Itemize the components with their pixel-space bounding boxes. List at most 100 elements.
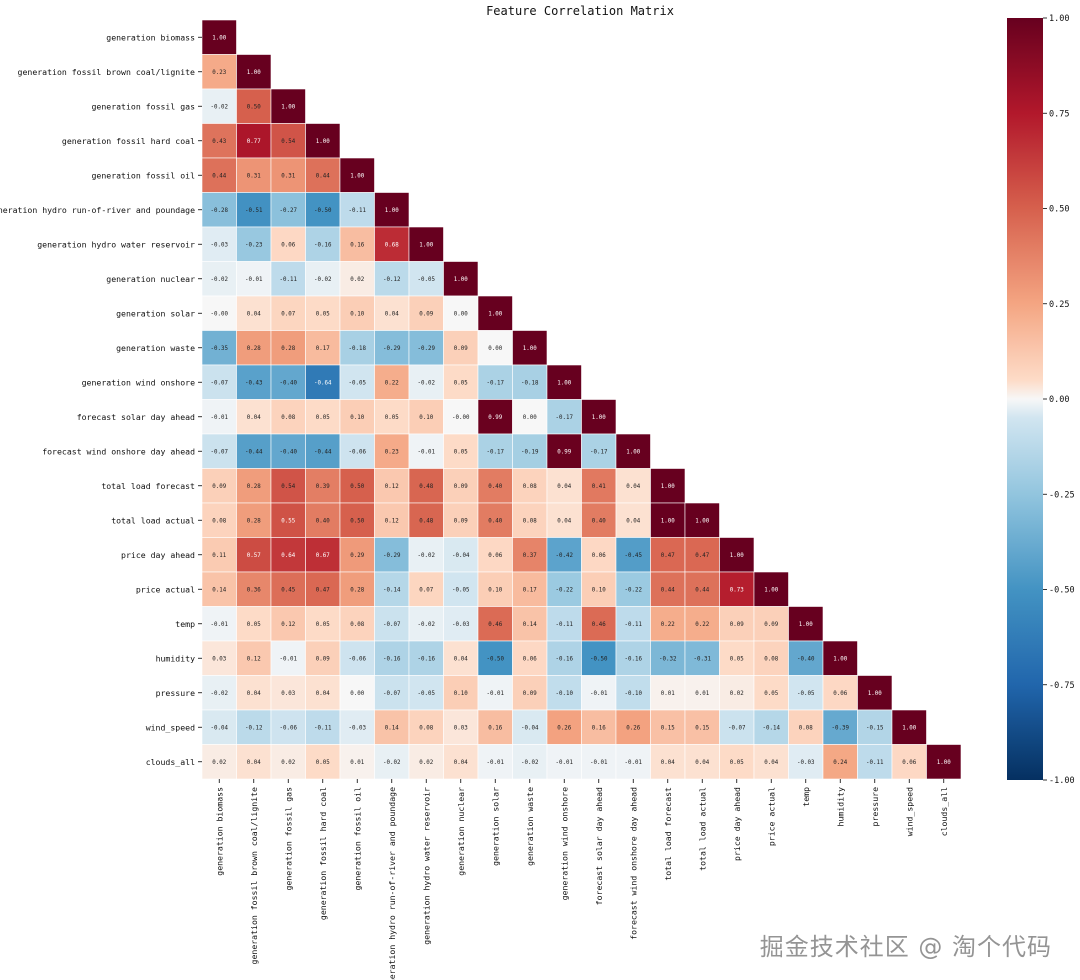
heatmap-cell-label-20-13: 0.15	[661, 725, 675, 731]
heatmap-cell-label-15-7: -0.04	[452, 553, 470, 559]
heatmap-cell-label-7-6: -0.05	[418, 277, 436, 283]
heatmap-cell-label-8-0: -0.00	[211, 311, 229, 317]
heatmap-cell-label-11-9: 0.00	[523, 415, 537, 421]
heatmap-cells: 1.00 0.23 1.00 -0.02 0.50 1.00 0.43 0.77 0.54 1.0…	[201, 19, 962, 780]
heatmap-cell-label-18-4: -0.06	[349, 656, 367, 662]
heatmap-cell-6-5	[374, 226, 410, 262]
col-label-8: generation solar	[490, 787, 500, 866]
heatmap-cell-label-6-0: -0.03	[211, 242, 229, 248]
heatmap-cell-label-12-9: -0.19	[521, 449, 539, 455]
heatmap-cell-18-11	[581, 640, 617, 676]
heatmap-cell-label-5-1: -0.51	[245, 208, 263, 214]
heatmap-cell-11-9	[512, 399, 548, 435]
heatmap-cell-label-9-4: -0.18	[349, 346, 367, 352]
heatmap-cell-label-19-3: 0.04	[316, 691, 330, 697]
heatmap-cell-8-8	[477, 295, 513, 331]
heatmap-cell-label-12-12: 1.00	[626, 449, 640, 455]
heatmap-cell-label-3-2: 0.54	[281, 139, 295, 145]
heatmap-cell-17-10	[546, 606, 582, 642]
heatmap-cell-label-16-9: 0.17	[523, 587, 537, 593]
heatmap-cell-17-12	[615, 606, 651, 642]
heatmap-cell-label-14-10: 0.04	[557, 518, 571, 524]
heatmap-cell-label-20-19: -0.15	[866, 725, 884, 731]
heatmap-cell-label-11-10: -0.17	[556, 415, 574, 421]
heatmap-cell-18-9	[512, 640, 548, 676]
col-label-9: generation waste	[525, 787, 535, 866]
heatmap-cell-21-2	[270, 744, 306, 780]
heatmap-cell-label-16-14: 0.44	[695, 587, 709, 593]
heatmap-cell-label-18-11: -0.50	[590, 656, 608, 662]
heatmap-cell-8-3	[305, 295, 341, 331]
heatmap-cell-label-21-14: 0.04	[695, 760, 709, 766]
col-label-1: generation fossil brown coal/lignite	[249, 787, 259, 965]
heatmap-cell-label-17-15: 0.09	[730, 622, 744, 628]
heatmap-cell-label-20-5: 0.14	[385, 725, 399, 731]
colorbar-tick-label-5: -0.25	[1049, 490, 1075, 500]
heatmap-cell-20-0	[201, 709, 237, 745]
heatmap-cell-label-20-4: -0.03	[349, 725, 367, 731]
heatmap-cell-16-5	[374, 571, 410, 607]
heatmap-cell-label-11-3: 0.05	[316, 415, 330, 421]
heatmap-cell-label-20-10: 0.26	[557, 725, 571, 731]
heatmap-cell-18-10	[546, 640, 582, 676]
heatmap-cell-16-10	[546, 571, 582, 607]
row-label-13: total load forecast	[101, 481, 195, 491]
col-label-15: price day ahead	[732, 787, 742, 861]
heatmap-cell-label-20-2: -0.06	[280, 725, 298, 731]
heatmap-cell-20-11	[581, 709, 617, 745]
row-label-12: forecast wind onshore day ahead	[42, 446, 195, 456]
heatmap-cell-label-20-17: 0.08	[799, 725, 813, 731]
heatmap-cell-16-15	[719, 571, 755, 607]
heatmap-cell-label-21-3: 0.05	[316, 760, 330, 766]
heatmap-cell-label-17-9: 0.14	[523, 622, 537, 628]
heatmap-cell-label-10-8: -0.17	[487, 380, 505, 386]
heatmap-cell-19-13	[650, 675, 686, 711]
heatmap-cell-13-2	[270, 468, 306, 504]
heatmap-cell-21-19	[857, 744, 893, 780]
heatmap-cell-20-15	[719, 709, 755, 745]
heatmap-cell-15-0	[201, 537, 237, 573]
heatmap-cell-label-18-6: -0.16	[418, 656, 436, 662]
heatmap-cell-label-6-4: 0.16	[350, 242, 364, 248]
heatmap-cell-label-2-2: 1.00	[281, 104, 295, 110]
heatmap-cell-label-6-5: 0.68	[385, 242, 399, 248]
heatmap-cell-label-19-8: -0.01	[487, 691, 505, 697]
heatmap-cell-label-20-7: 0.03	[454, 725, 468, 731]
heatmap-cell-label-12-3: -0.44	[314, 449, 332, 455]
heatmap-cell-label-14-5: 0.12	[385, 518, 399, 524]
heatmap-cell-13-7	[443, 468, 479, 504]
heatmap-cell-label-14-9: 0.08	[523, 518, 537, 524]
heatmap-cell-label-15-13: 0.47	[661, 553, 675, 559]
heatmap-cell-label-16-13: 0.44	[661, 587, 675, 593]
heatmap-cell-label-11-8: 0.99	[488, 415, 502, 421]
heatmap-cell-label-21-7: 0.04	[454, 760, 468, 766]
heatmap-cell-label-16-3: 0.47	[316, 587, 330, 593]
heatmap-cell-10-3	[305, 364, 341, 400]
heatmap-cell-label-17-7: -0.03	[452, 622, 470, 628]
heatmap-cell-label-16-5: -0.14	[383, 587, 401, 593]
heatmap-cell-21-5	[374, 744, 410, 780]
heatmap-cell-label-15-9: 0.37	[523, 553, 537, 559]
heatmap-cell-label-13-3: 0.39	[316, 484, 330, 490]
heatmap-cell-label-18-0: 0.03	[212, 656, 226, 662]
heatmap-cell-label-12-7: 0.05	[454, 449, 468, 455]
heatmap-cell-label-21-21: 1.00	[937, 760, 951, 766]
heatmap-cell-17-9	[512, 606, 548, 642]
colorbar-tick-label-4: 0.00	[1049, 395, 1069, 405]
heatmap-cell-4-1	[236, 157, 272, 193]
heatmap-cell-label-21-10: -0.01	[556, 760, 574, 766]
heatmap-cell-15-14	[684, 537, 720, 573]
heatmap-cell-13-4	[339, 468, 375, 504]
heatmap-cell-16-2	[270, 571, 306, 607]
heatmap-cell-label-16-16: 1.00	[764, 587, 778, 593]
heatmap-cell-20-19	[857, 709, 893, 745]
heatmap-cell-label-21-17: -0.03	[797, 760, 815, 766]
heatmap-cell-label-20-12: 0.26	[626, 725, 640, 731]
heatmap-cell-14-9	[512, 502, 548, 538]
heatmap-cell-label-10-9: -0.18	[521, 380, 539, 386]
heatmap-cell-label-1-0: 0.23	[212, 70, 226, 76]
heatmap-cell-label-6-3: -0.16	[314, 242, 332, 248]
colorbar-tick-label-0: 1.00	[1049, 14, 1069, 24]
heatmap-cell-label-19-4: 0.00	[350, 691, 364, 697]
heatmap-cell-label-17-12: -0.11	[625, 622, 643, 628]
